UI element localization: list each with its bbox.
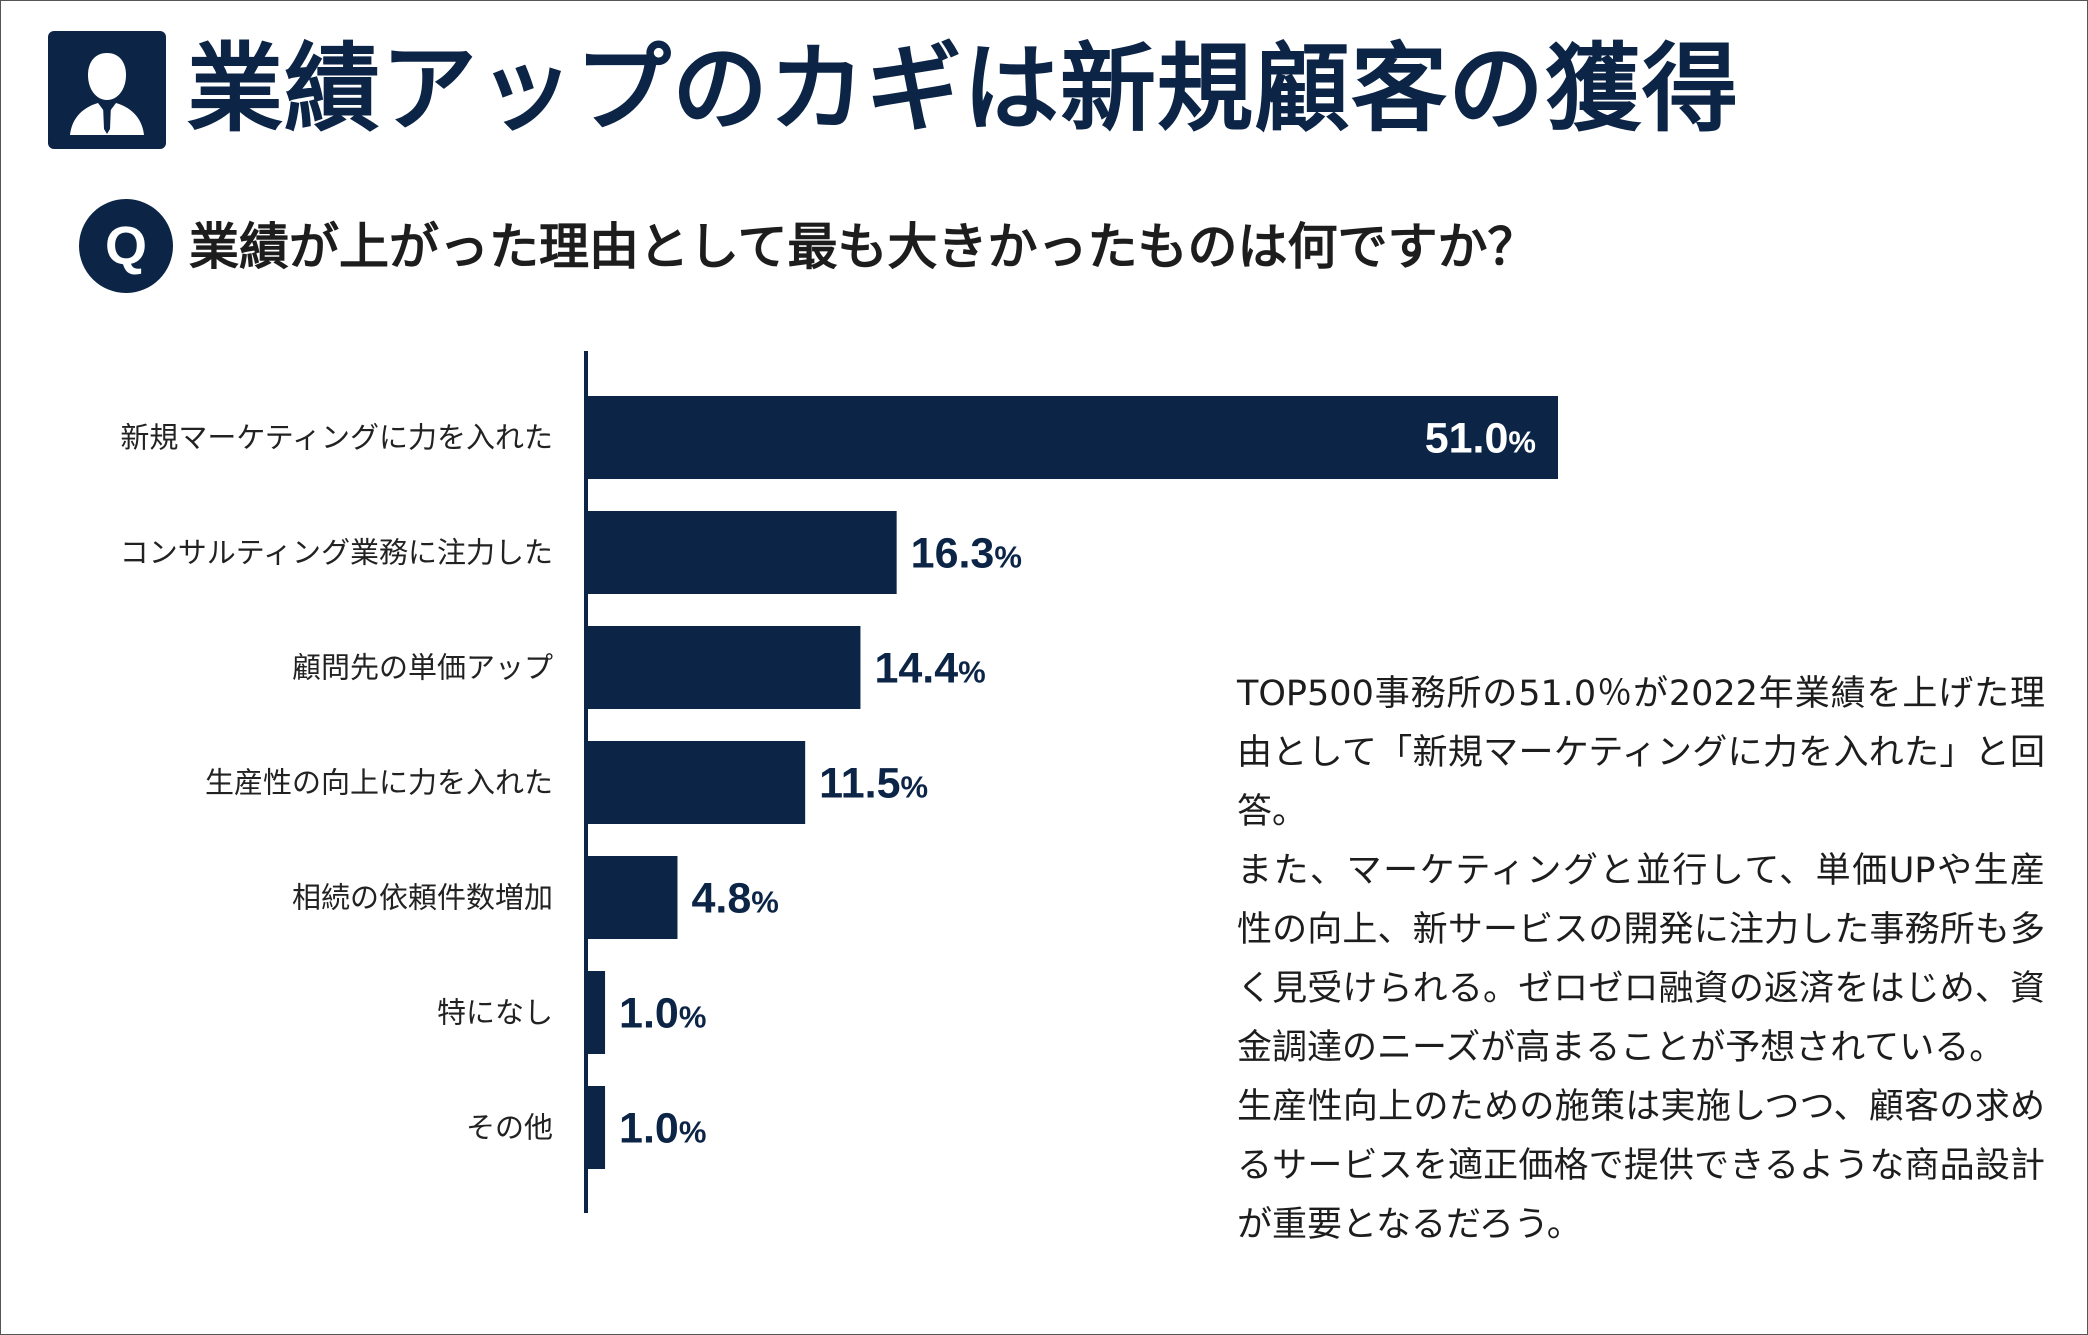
bar xyxy=(586,511,897,594)
commentary: TOP500事務所の51.0％が2022年業績を上げた理由として「新規マーケティ… xyxy=(1237,665,2045,1255)
category-label: 特になし xyxy=(437,996,553,1030)
commentary-paragraph-3: 生産性向上のための施策は実施しつつ、顧客の求めるサービスを適正価格で提供できるよ… xyxy=(1237,1087,2045,1245)
commentary-paragraph-2: また、マーケティングと並行して、単価UPや生産性の向上、新サービスの開発に注力し… xyxy=(1237,851,2045,1068)
businessman-icon xyxy=(48,31,166,149)
bar xyxy=(586,741,806,824)
bar xyxy=(586,971,606,1054)
data-label: 11.5% xyxy=(819,760,928,808)
bar xyxy=(586,856,678,939)
category-label: 顧問先の単価アップ xyxy=(292,651,553,685)
category-label: 生産性の向上に力を入れた xyxy=(205,766,553,800)
commentary-paragraph-1: TOP500事務所の51.0％が2022年業績を上げた理由として「新規マーケティ… xyxy=(1237,674,2045,832)
bar xyxy=(586,1086,606,1169)
question-text: 業績が上がった理由として最も大きかったものは何ですか？ xyxy=(189,218,1538,276)
category-label: その他 xyxy=(466,1111,553,1145)
page-title: 業績アップのカギは新規顧客の獲得 xyxy=(187,33,1739,145)
data-label: 1.0% xyxy=(619,1105,706,1153)
data-label: 1.0% xyxy=(619,990,706,1038)
question-badge: Q xyxy=(79,199,173,293)
data-label: 16.3% xyxy=(911,530,1022,578)
data-label: 4.8% xyxy=(691,875,778,923)
data-label: 14.4% xyxy=(874,645,985,693)
bar xyxy=(586,626,861,709)
category-label: コンサルティング業務に注力した xyxy=(120,536,553,570)
category-label: 新規マーケティングに力を入れた xyxy=(120,421,553,455)
category-label: 相続の依頼件数増加 xyxy=(292,881,553,915)
bar xyxy=(586,396,1558,479)
